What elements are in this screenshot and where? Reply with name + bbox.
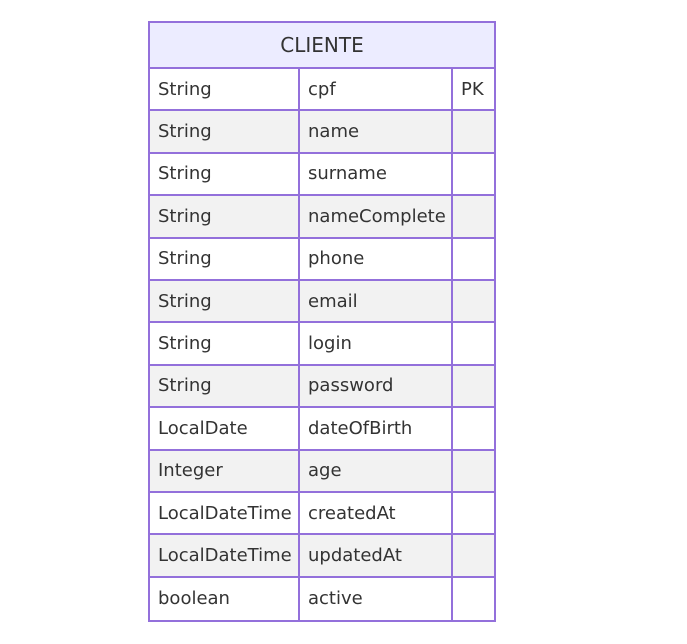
attribute-type: String (150, 238, 300, 279)
attribute-row: LocalDateTime createdAt (150, 492, 494, 536)
attribute-name: cpf (300, 69, 453, 110)
attribute-name: email (300, 280, 453, 322)
entity-title: CLIENTE (150, 23, 494, 69)
attribute-name: dateOfBirth (300, 408, 453, 449)
attribute-key (453, 239, 494, 279)
attribute-row: String surname (150, 153, 494, 197)
attribute-key (453, 196, 494, 236)
attribute-key (453, 535, 494, 575)
attribute-row: LocalDateTime updatedAt (150, 535, 494, 578)
attribute-key (453, 323, 494, 363)
attribute-row: String name (150, 111, 494, 154)
attribute-type: boolean (150, 577, 300, 621)
attribute-key (453, 154, 494, 194)
attribute-row: String login (150, 323, 494, 366)
attribute-type: Integer (150, 450, 300, 491)
attribute-key (453, 493, 494, 533)
attribute-key (453, 281, 494, 321)
attribute-key (453, 451, 494, 491)
attribute-type: String (150, 153, 300, 195)
attribute-key (453, 366, 494, 406)
attribute-row: boolean active (150, 577, 494, 621)
attribute-name: password (300, 365, 453, 407)
attribute-row: String nameComplete (150, 196, 494, 239)
attribute-type: String (150, 323, 300, 364)
attribute-key (453, 578, 494, 620)
attribute-type: String (150, 365, 300, 407)
attribute-name: createdAt (300, 492, 453, 534)
entity-cliente: CLIENTE String cpf PK String name String… (148, 21, 496, 623)
attribute-name: nameComplete (300, 196, 453, 237)
attribute-type: String (150, 280, 300, 322)
attribute-type: LocalDateTime (150, 535, 300, 576)
attribute-name: age (300, 450, 453, 491)
attribute-type: String (150, 111, 300, 152)
attribute-row: LocalDate dateOfBirth (150, 408, 494, 451)
attribute-name: surname (300, 153, 453, 195)
attribute-row: String phone (150, 238, 494, 281)
attribute-name: active (300, 577, 453, 621)
attribute-row: String cpf PK (150, 69, 494, 112)
attribute-row: Integer age (150, 450, 494, 493)
attribute-type: LocalDate (150, 408, 300, 449)
attribute-row: String password (150, 365, 494, 409)
attribute-name: name (300, 111, 453, 152)
attribute-row: String email (150, 280, 494, 324)
attribute-name: updatedAt (300, 535, 453, 576)
attribute-key (453, 111, 494, 151)
attribute-type: String (150, 196, 300, 237)
attribute-type: LocalDateTime (150, 492, 300, 534)
attribute-name: phone (300, 238, 453, 279)
attribute-name: login (300, 323, 453, 364)
attribute-type: String (150, 69, 300, 110)
attribute-key (453, 408, 494, 448)
attribute-key: PK (461, 78, 484, 100)
